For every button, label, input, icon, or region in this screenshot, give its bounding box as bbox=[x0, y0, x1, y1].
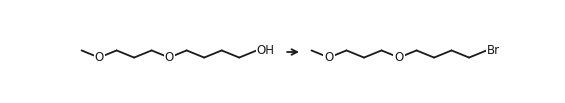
Text: O: O bbox=[394, 51, 403, 64]
Text: OH: OH bbox=[257, 44, 275, 57]
Text: O: O bbox=[164, 51, 174, 64]
Text: O: O bbox=[324, 51, 333, 64]
Text: O: O bbox=[94, 51, 104, 64]
Text: Br: Br bbox=[486, 44, 499, 57]
